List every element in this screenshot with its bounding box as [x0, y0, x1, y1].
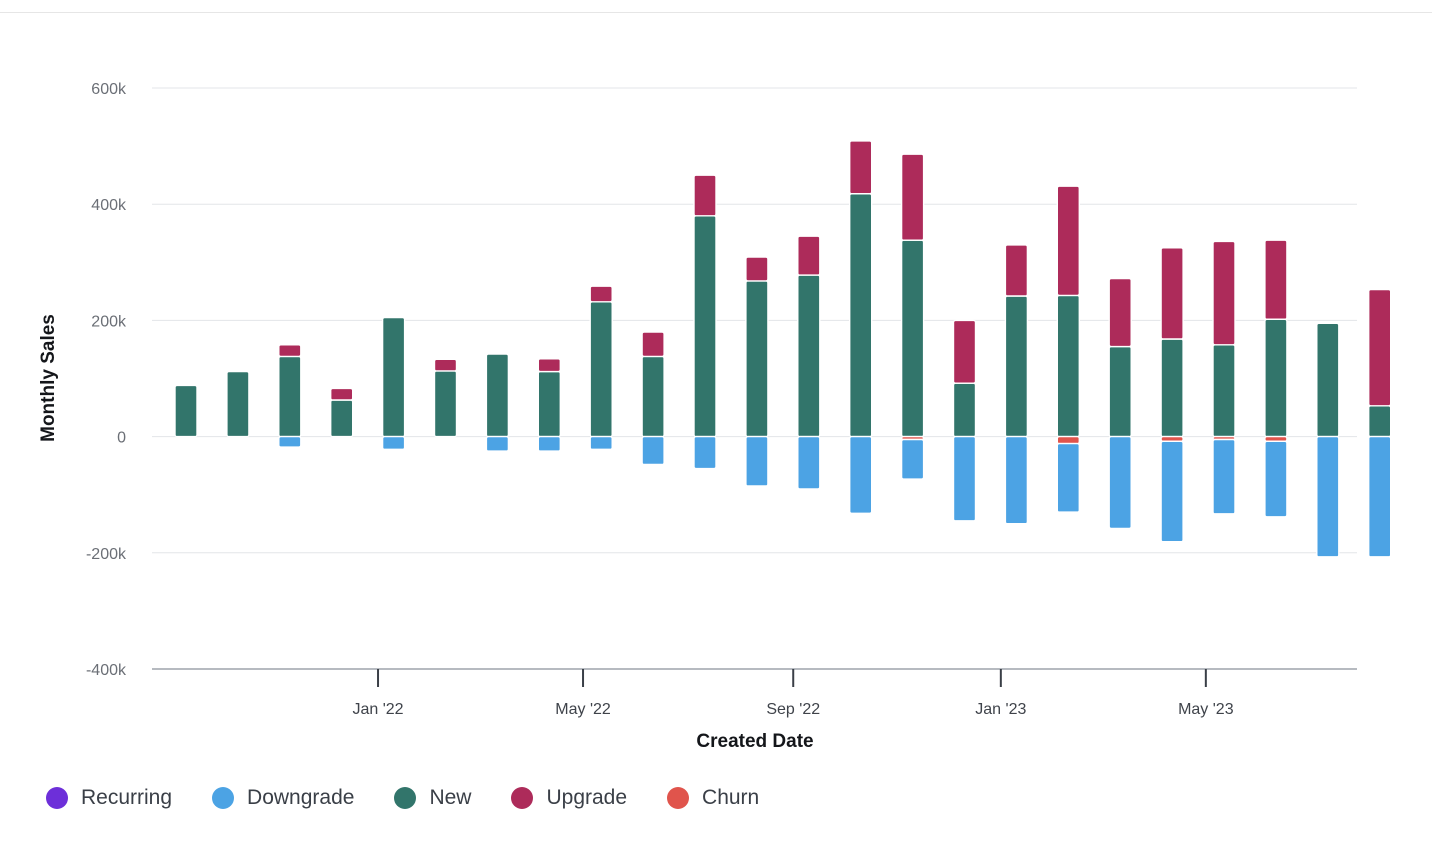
- bar-new[interactable]: [1316, 322, 1340, 438]
- y-tick-label: 600k: [91, 81, 127, 98]
- bar-upgrade[interactable]: [433, 358, 458, 372]
- legend-label: Downgrade: [247, 786, 355, 809]
- legend-swatch: [511, 787, 534, 809]
- legend-swatch: [667, 787, 690, 809]
- bar-new[interactable]: [849, 193, 873, 438]
- bar-new[interactable]: [1004, 295, 1029, 438]
- legend-swatch: [46, 787, 68, 809]
- bar-new[interactable]: [174, 384, 198, 438]
- bar-downgrade[interactable]: [589, 435, 613, 451]
- bar-new[interactable]: [485, 353, 510, 438]
- bar-upgrade[interactable]: [900, 153, 925, 241]
- bar-new[interactable]: [537, 370, 561, 438]
- legend-item-downgrade[interactable]: Downgrade: [212, 786, 354, 810]
- bar-new[interactable]: [278, 355, 302, 438]
- bar-upgrade[interactable]: [1367, 288, 1392, 407]
- bar-downgrade[interactable]: [537, 435, 561, 452]
- bar-new[interactable]: [589, 301, 613, 438]
- bar-downgrade[interactable]: [1056, 442, 1081, 513]
- bar-new[interactable]: [641, 355, 665, 438]
- y-tick-label: 200k: [91, 313, 127, 330]
- legend-item-upgrade[interactable]: Upgrade: [511, 786, 627, 810]
- bar-new[interactable]: [952, 382, 977, 438]
- bar-downgrade[interactable]: [381, 435, 406, 451]
- bar-new[interactable]: [1264, 318, 1288, 438]
- x-axis: Jan '22 May '22 Sep '22 Jan '23 May '23: [352, 669, 1234, 718]
- top-divider: [0, 12, 1432, 13]
- bar-new[interactable]: [745, 280, 769, 438]
- legend-label: Upgrade: [546, 786, 628, 809]
- y-tick-label: -400k: [86, 662, 127, 679]
- bar-downgrade[interactable]: [278, 435, 302, 448]
- bar-new[interactable]: [226, 370, 250, 438]
- legend-swatch: [394, 787, 417, 809]
- bar-upgrade[interactable]: [1160, 247, 1184, 340]
- bar-downgrade[interactable]: [849, 435, 873, 514]
- bar-downgrade[interactable]: [797, 435, 821, 490]
- bar-upgrade[interactable]: [641, 331, 665, 358]
- bar-new[interactable]: [1212, 344, 1236, 438]
- bar-downgrade[interactable]: [693, 435, 717, 470]
- bar-new[interactable]: [433, 370, 458, 438]
- bar-new[interactable]: [1108, 345, 1132, 438]
- bar-downgrade[interactable]: [900, 438, 925, 480]
- bar-upgrade[interactable]: [693, 174, 717, 217]
- bar-downgrade[interactable]: [1264, 440, 1288, 518]
- gridlines: [152, 87, 1357, 670]
- bar-downgrade[interactable]: [485, 435, 510, 452]
- legend-label: Churn: [702, 786, 760, 809]
- bar-downgrade[interactable]: [1316, 435, 1340, 558]
- bar-downgrade[interactable]: [1004, 435, 1029, 525]
- legend-label: New: [429, 786, 472, 809]
- bar-downgrade[interactable]: [1367, 435, 1392, 558]
- legend-item-new[interactable]: New: [394, 786, 471, 810]
- x-tick-label: Jan '23: [975, 701, 1026, 718]
- legend-item-churn[interactable]: Churn: [667, 786, 759, 810]
- legend-swatch: [212, 787, 235, 809]
- bar-downgrade[interactable]: [1212, 438, 1236, 515]
- x-axis-title: Created Date: [696, 731, 813, 752]
- bar-downgrade[interactable]: [745, 435, 769, 487]
- bar-upgrade[interactable]: [1212, 240, 1236, 346]
- y-axis-title: Monthly Sales: [38, 314, 59, 442]
- stacked-bar-chart: -400k -200k 0 200k 400k 600k Jan '22 May '22 Se…: [38, 81, 1392, 752]
- y-tick-label: 400k: [91, 197, 127, 214]
- bar-upgrade[interactable]: [797, 235, 821, 276]
- legend-label: Recurring: [81, 786, 173, 809]
- bar-new[interactable]: [381, 316, 406, 438]
- chart-legend: Recurring Downgrade New Upgrade Churn: [46, 786, 799, 810]
- x-tick-label: Jan '22: [352, 701, 403, 718]
- bar-downgrade[interactable]: [1108, 435, 1132, 530]
- bar-new[interactable]: [797, 274, 821, 438]
- bar-upgrade[interactable]: [1264, 239, 1288, 320]
- bar-new[interactable]: [330, 399, 354, 438]
- x-tick-label: May '23: [1178, 701, 1234, 718]
- bar-upgrade[interactable]: [1004, 244, 1029, 297]
- y-axis-ticks: -400k -200k 0 200k 400k 600k: [86, 81, 127, 679]
- bar-upgrade[interactable]: [952, 319, 977, 384]
- bar-downgrade[interactable]: [641, 435, 665, 466]
- bars: [174, 140, 1392, 558]
- bar-churn[interactable]: [1056, 435, 1081, 445]
- bar-new[interactable]: [693, 215, 717, 438]
- bar-upgrade[interactable]: [745, 256, 769, 282]
- x-tick-label: May '22: [555, 701, 611, 718]
- bar-upgrade[interactable]: [278, 344, 302, 358]
- bar-upgrade[interactable]: [1108, 277, 1132, 348]
- y-tick-label: -200k: [86, 546, 127, 563]
- bar-upgrade[interactable]: [589, 285, 613, 303]
- bar-downgrade[interactable]: [1160, 440, 1184, 543]
- legend-item-recurring[interactable]: Recurring: [46, 786, 172, 810]
- bar-upgrade[interactable]: [330, 387, 354, 401]
- y-tick-label: 0: [117, 430, 126, 447]
- bar-new[interactable]: [1160, 338, 1184, 438]
- x-tick-label: Sep '22: [766, 701, 820, 718]
- bar-downgrade[interactable]: [952, 435, 977, 522]
- bar-new[interactable]: [1367, 405, 1392, 438]
- bar-upgrade[interactable]: [537, 358, 561, 373]
- bar-upgrade[interactable]: [1056, 185, 1081, 297]
- bar-upgrade[interactable]: [849, 140, 873, 195]
- bar-new[interactable]: [900, 239, 925, 438]
- bar-new[interactable]: [1056, 294, 1081, 438]
